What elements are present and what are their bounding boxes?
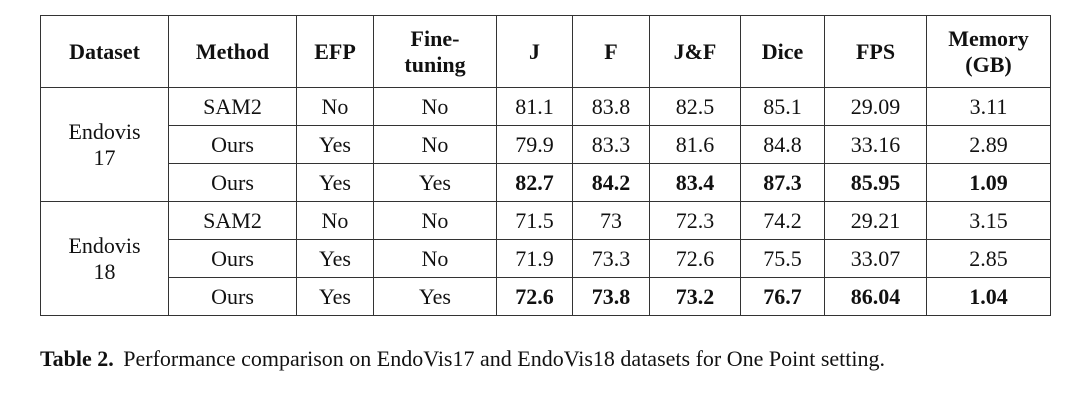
header-text: EFP bbox=[314, 38, 356, 64]
metric-cell: 83.8 bbox=[572, 87, 650, 126]
setting-cell: Ours bbox=[168, 277, 297, 316]
metric-cell: 72.6 bbox=[496, 277, 573, 316]
table-row: Ours Yes No 79.9 83.3 81.6 84.8 33.16 2.89 bbox=[41, 125, 1051, 164]
header-text: Memory (GB) bbox=[948, 25, 1029, 77]
metric-cell: 85.95 bbox=[824, 163, 927, 202]
header-text: J bbox=[529, 38, 540, 64]
header-cell: FPS bbox=[824, 15, 927, 88]
metric-cell: 81.6 bbox=[649, 125, 741, 164]
setting-cell: No bbox=[373, 239, 497, 278]
metric-cell: 3.11 bbox=[926, 87, 1051, 126]
metric-cell: 79.9 bbox=[496, 125, 573, 164]
metric-cell: 71.5 bbox=[496, 201, 573, 240]
setting-cell: No bbox=[373, 87, 497, 126]
table-row: Ours Yes No 71.9 73.3 72.6 75.5 33.07 2.85 bbox=[41, 239, 1051, 278]
header-row: Dataset Method EFP Fine-tuning J F J&F Dice FPS M… bbox=[40, 15, 1051, 88]
metric-cell: 86.04 bbox=[824, 277, 927, 316]
metric-cell: 75.5 bbox=[740, 239, 825, 278]
header-text: J&F bbox=[673, 38, 717, 64]
setting-cell: Ours bbox=[168, 125, 297, 164]
metric-cell: 29.09 bbox=[824, 87, 927, 126]
setting-cell: Yes bbox=[296, 277, 374, 316]
setting-cell: No bbox=[296, 201, 374, 240]
dataset-name: Endovis 18 bbox=[68, 232, 141, 284]
caption-label: Table 2. bbox=[40, 346, 114, 371]
header-cell: Dataset bbox=[40, 15, 169, 88]
metric-cell: 87.3 bbox=[740, 163, 825, 202]
metric-cell: 81.1 bbox=[496, 87, 573, 126]
metric-cell: 76.7 bbox=[740, 277, 825, 316]
metric-cell: 73.3 bbox=[572, 239, 650, 278]
setting-cell: SAM2 bbox=[168, 201, 297, 240]
metric-cell: 83.3 bbox=[572, 125, 650, 164]
metric-cell: 72.6 bbox=[649, 239, 741, 278]
setting-cell: Ours bbox=[168, 163, 297, 202]
metric-cell: 2.89 bbox=[926, 125, 1051, 164]
metric-cell: 29.21 bbox=[824, 201, 927, 240]
metric-cell: 3.15 bbox=[926, 201, 1051, 240]
metric-cell: 84.2 bbox=[572, 163, 650, 202]
setting-cell: Yes bbox=[373, 163, 497, 202]
setting-cell: Yes bbox=[373, 277, 497, 316]
caption: Table 2. Performance comparison on EndoV… bbox=[40, 342, 1020, 375]
header-text: FPS bbox=[855, 38, 896, 64]
table-row: Endovis 17 SAM2 No No 81.1 83.8 82.5 85.1 29.09 3… bbox=[40, 87, 1051, 202]
metric-cell: 74.2 bbox=[740, 201, 825, 240]
metric-cell: 71.9 bbox=[496, 239, 573, 278]
setting-cell: Yes bbox=[296, 239, 374, 278]
table-row: Ours Yes Yes 72.6 73.8 73.2 76.7 86.04 1.04 bbox=[41, 277, 1051, 316]
header-text: F bbox=[604, 38, 618, 64]
header-cell: EFP bbox=[296, 15, 374, 88]
results-table: Dataset Method EFP Fine-tuning J F J&F Dice FPS M… bbox=[40, 15, 1051, 316]
dataset-name: Endovis 17 bbox=[68, 118, 141, 170]
metric-cell: 33.07 bbox=[824, 239, 927, 278]
metric-cell: 1.09 bbox=[926, 163, 1051, 202]
dataset-cell: Endovis 17 bbox=[40, 87, 169, 202]
setting-cell: Yes bbox=[296, 163, 374, 202]
setting-cell: No bbox=[373, 125, 497, 164]
setting-cell: SAM2 bbox=[168, 87, 297, 126]
metric-cell: 72.3 bbox=[649, 201, 741, 240]
metric-cell: 84.8 bbox=[740, 125, 825, 164]
table-row: Endovis 18 SAM2 No No 71.5 73 72.3 74.2 29.21 3.1… bbox=[40, 201, 1051, 316]
header-text: Method bbox=[195, 38, 270, 64]
table-body: Endovis 17 SAM2 No No 81.1 83.8 82.5 85.1 29.09 3… bbox=[40, 87, 1051, 316]
header-text: Dataset bbox=[69, 38, 140, 64]
header-cell: Dice bbox=[740, 15, 825, 88]
header-cell: Memory (GB) bbox=[926, 15, 1051, 88]
metric-cell: 2.85 bbox=[926, 239, 1051, 278]
setting-cell: Ours bbox=[168, 239, 297, 278]
caption-text: Performance comparison on EndoVis17 and … bbox=[123, 346, 885, 371]
header-cell: Method bbox=[168, 15, 297, 88]
metric-cell: 82.5 bbox=[649, 87, 741, 126]
metric-cell: 73.2 bbox=[649, 277, 741, 316]
metric-cell: 73.8 bbox=[572, 277, 650, 316]
header-cell: J bbox=[496, 15, 573, 88]
header-cell: Fine-tuning bbox=[373, 15, 497, 88]
metric-cell: 82.7 bbox=[496, 163, 573, 202]
setting-cell: No bbox=[296, 87, 374, 126]
metric-cell: 33.16 bbox=[824, 125, 927, 164]
header-cell: J&F bbox=[649, 15, 741, 88]
header-cell: F bbox=[572, 15, 650, 88]
header-text: Dice bbox=[761, 38, 804, 64]
header-text: Fine-tuning bbox=[404, 25, 466, 77]
table-row: Ours Yes Yes 82.7 84.2 83.4 87.3 85.95 1.09 bbox=[41, 163, 1051, 202]
metric-cell: 85.1 bbox=[740, 87, 825, 126]
metric-cell: 83.4 bbox=[649, 163, 741, 202]
metric-cell: 73 bbox=[572, 201, 650, 240]
setting-cell: No bbox=[373, 201, 497, 240]
setting-cell: Yes bbox=[296, 125, 374, 164]
metric-cell: 1.04 bbox=[926, 277, 1051, 316]
dataset-cell: Endovis 18 bbox=[40, 201, 169, 316]
